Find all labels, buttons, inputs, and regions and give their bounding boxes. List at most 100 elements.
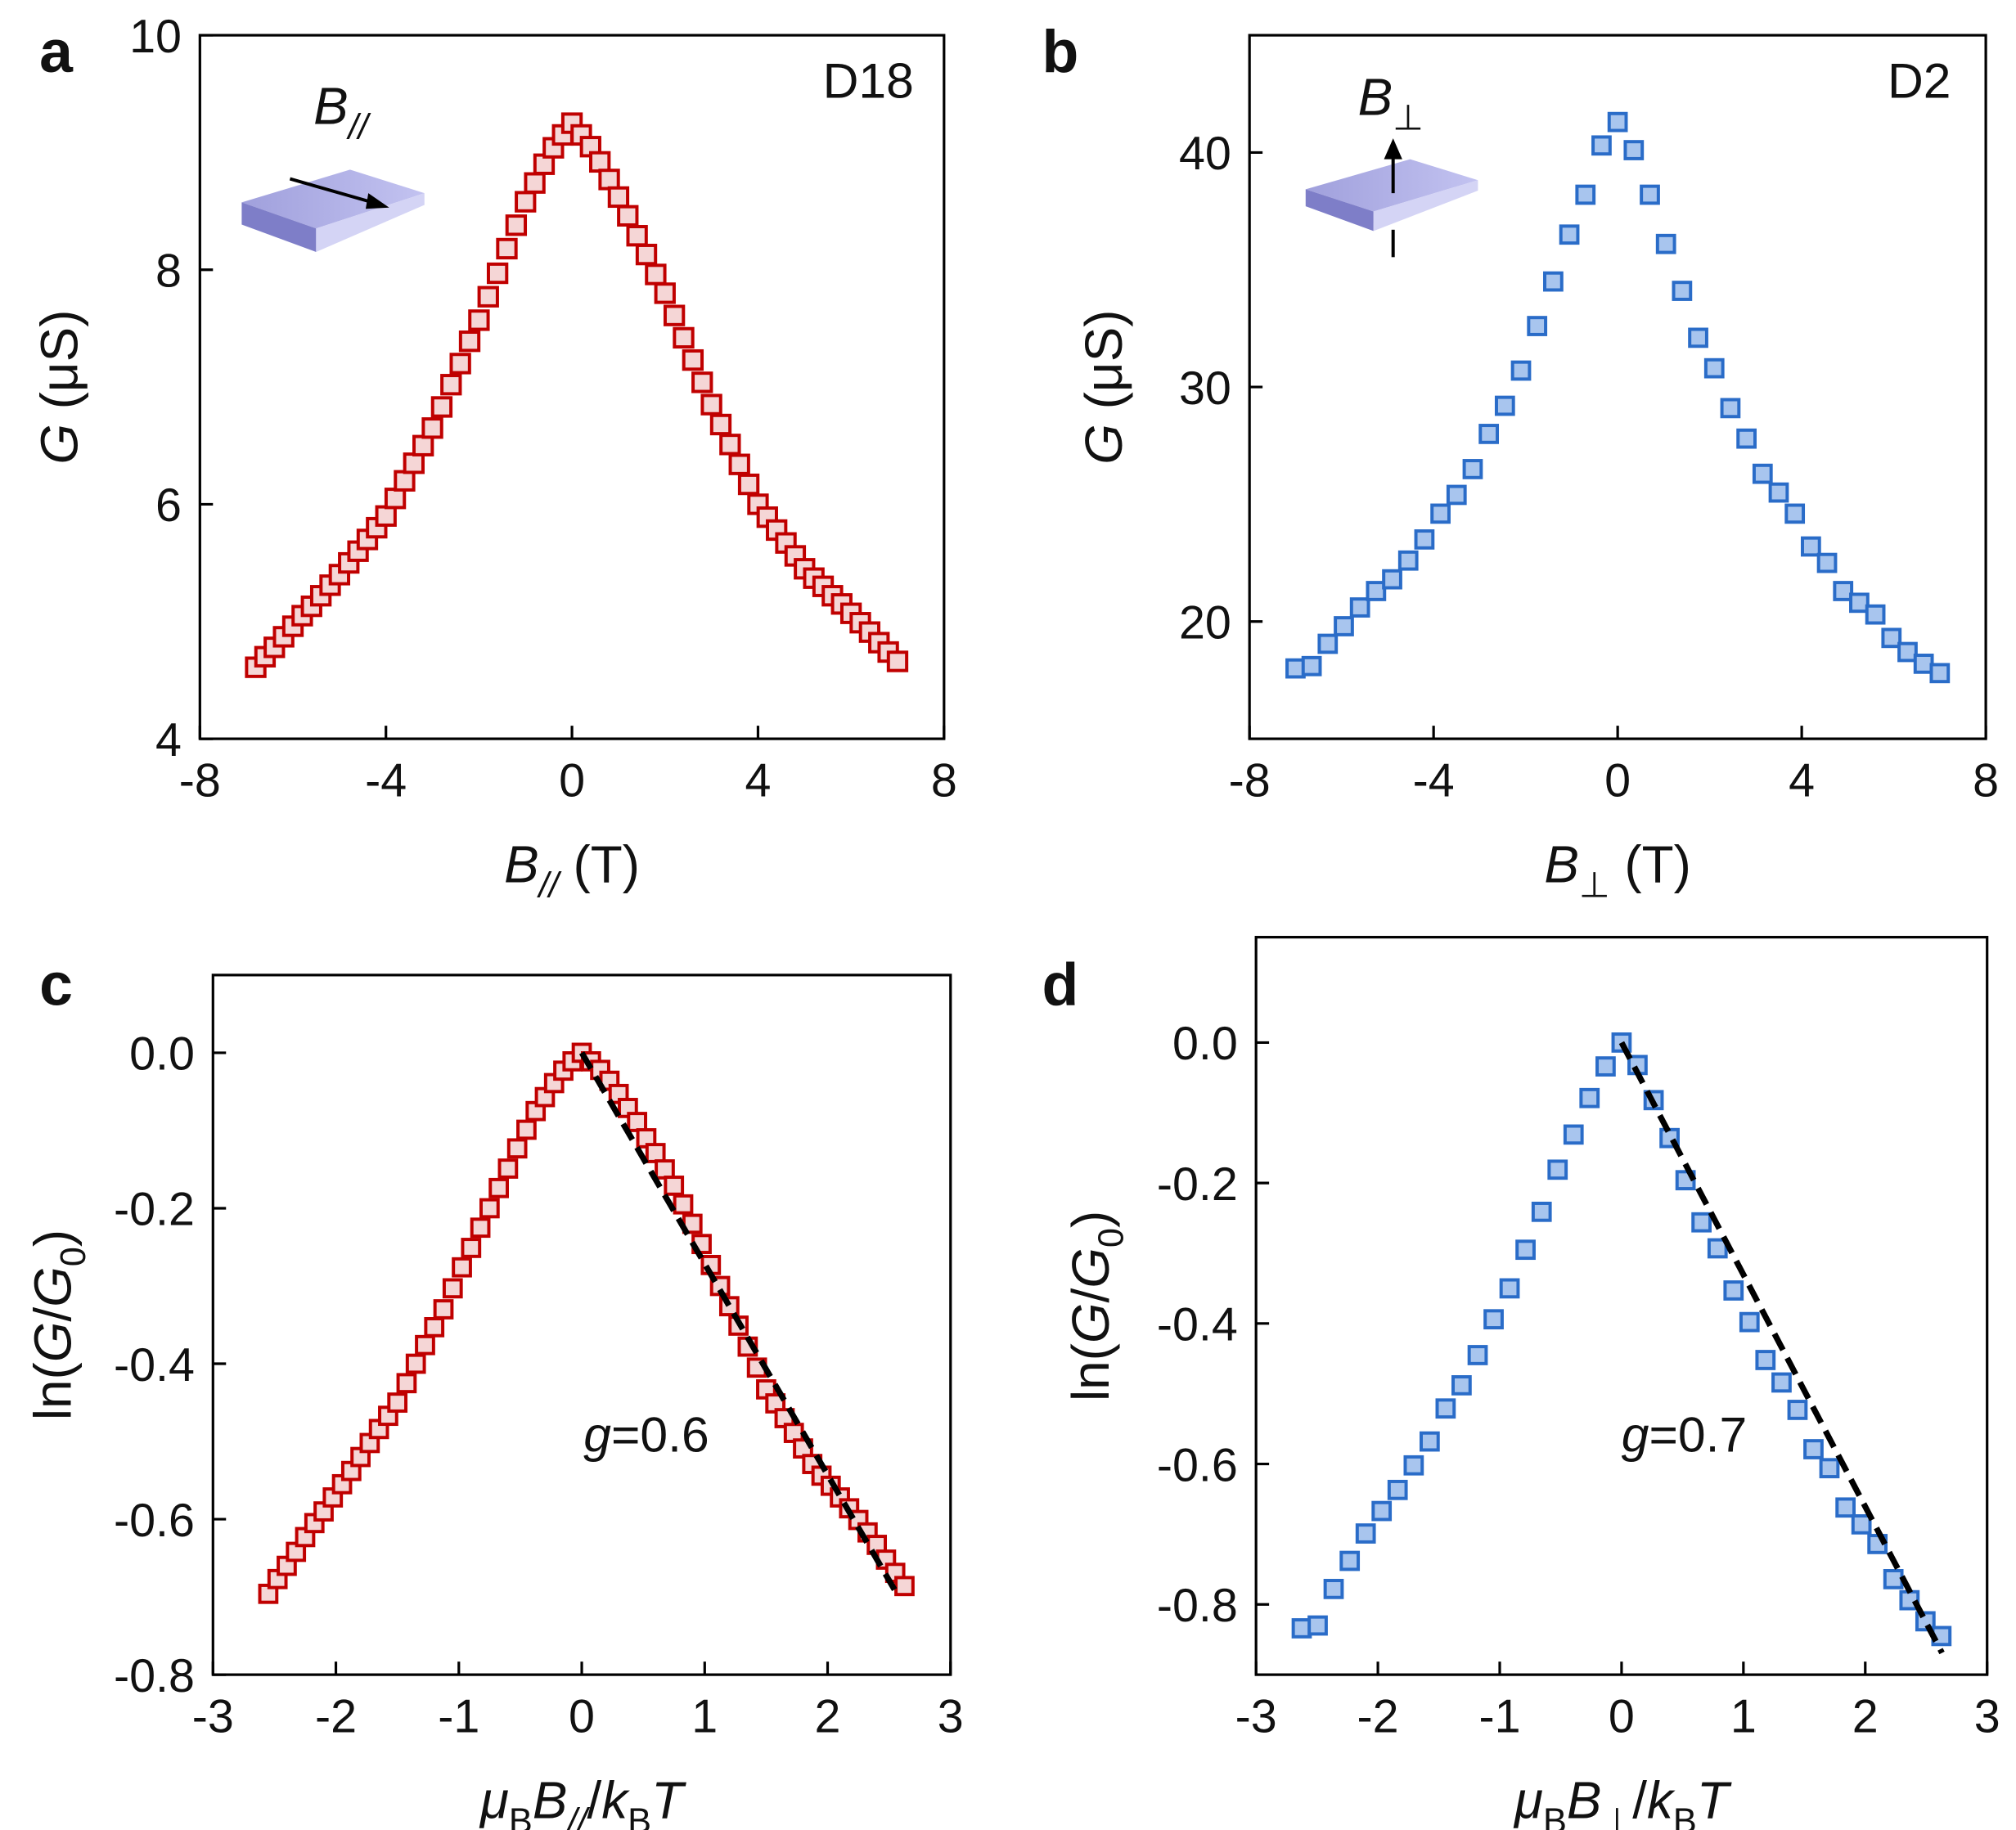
data-point xyxy=(1816,552,1838,573)
data-point xyxy=(1563,1124,1584,1145)
text-part: (μS) xyxy=(1074,309,1133,424)
data-point xyxy=(405,1353,426,1374)
text-part: // xyxy=(565,1802,590,1830)
data-point xyxy=(700,393,722,416)
annotation: g=0.6 xyxy=(583,1406,709,1462)
y-tick-label: 4 xyxy=(155,714,182,767)
text-part: B xyxy=(1673,1802,1697,1830)
y-tick-label: -0.4 xyxy=(114,1339,195,1392)
data-point xyxy=(1527,316,1548,336)
text-part: G xyxy=(1061,1248,1120,1288)
text-part: ln( xyxy=(1061,1343,1120,1401)
y-tick-label: -0.8 xyxy=(114,1650,195,1702)
x-tick-label: 0 xyxy=(1609,1690,1635,1742)
x-tick-label: 0 xyxy=(559,754,585,807)
data-point xyxy=(497,1158,519,1179)
text-part: g xyxy=(583,1406,611,1462)
data-point xyxy=(442,1278,463,1299)
data-point xyxy=(387,1392,408,1413)
data-point xyxy=(1736,428,1757,449)
data-point xyxy=(663,304,686,326)
text-part: // xyxy=(346,107,371,146)
text-part: =0.6 xyxy=(611,1406,709,1462)
data-point xyxy=(1881,627,1902,649)
data-point xyxy=(1285,658,1306,679)
text-part: G xyxy=(1074,424,1133,465)
fit-line xyxy=(1618,1041,1945,1655)
data-point xyxy=(403,452,425,474)
data-point xyxy=(1446,484,1467,506)
data-point xyxy=(1301,655,1322,677)
x-tick-label: 8 xyxy=(1973,754,1999,807)
data-point xyxy=(506,1138,528,1159)
data-point xyxy=(1451,1375,1472,1396)
x-tick-label: 4 xyxy=(745,754,771,807)
data-point xyxy=(488,1177,509,1198)
data-point xyxy=(645,263,667,286)
x-tick-label: -2 xyxy=(1357,1690,1399,1742)
x-tick-label: 0 xyxy=(1604,754,1631,807)
data-point xyxy=(458,330,481,353)
x-tick-label: 0 xyxy=(569,1690,595,1742)
data-point xyxy=(1800,536,1821,557)
data-point xyxy=(515,191,537,213)
x-tick-label: -8 xyxy=(1229,754,1271,807)
annotation: D18 xyxy=(823,53,914,109)
data-point xyxy=(1355,1523,1376,1544)
y-tick-label: 0.0 xyxy=(1172,1018,1238,1070)
data-point xyxy=(607,186,630,209)
text-part: / xyxy=(587,1771,602,1830)
text-part: ⊥ xyxy=(1393,98,1424,137)
data-point xyxy=(1483,1309,1504,1330)
data-point xyxy=(1851,1514,1872,1535)
x-axis-label: B// (T) xyxy=(504,835,640,906)
data-point xyxy=(1752,463,1773,484)
data-point xyxy=(470,1217,491,1239)
data-point xyxy=(440,374,462,396)
data-point xyxy=(1723,1280,1744,1301)
data-point xyxy=(1739,1311,1760,1333)
data-point xyxy=(1784,503,1806,524)
text-part: ⊥ xyxy=(1601,1802,1632,1830)
x-tick-label: 2 xyxy=(1852,1690,1879,1742)
data-point xyxy=(1414,529,1435,550)
text-part: g xyxy=(1622,1406,1649,1462)
data-point xyxy=(1623,140,1645,160)
text-part: B xyxy=(1358,67,1393,126)
data-point xyxy=(1771,1372,1792,1393)
text-part: / xyxy=(23,1307,82,1322)
data-point xyxy=(1595,1056,1616,1077)
x-axis-label: μBB⊥/kBT xyxy=(1513,1771,1732,1830)
y-axis-label: G (μS) xyxy=(29,309,88,464)
text-part: k xyxy=(1647,1771,1676,1830)
data-point xyxy=(1672,281,1693,301)
text-part: T xyxy=(651,1771,686,1830)
data-point xyxy=(682,348,704,371)
x-tick-label: -2 xyxy=(315,1690,357,1742)
data-point xyxy=(1768,482,1789,503)
text-part: B xyxy=(533,1771,568,1830)
x-tick-label: 8 xyxy=(931,754,957,807)
x-tick-label: 1 xyxy=(1730,1690,1757,1742)
inset-b xyxy=(1305,138,1478,258)
data-point xyxy=(1462,459,1483,479)
text-part: ) xyxy=(23,1230,82,1247)
y-tick-label: 30 xyxy=(1179,362,1231,415)
data-point xyxy=(449,353,471,375)
x-tick-label: -3 xyxy=(192,1690,234,1742)
data-point xyxy=(645,1143,666,1163)
data-point xyxy=(1707,1238,1728,1259)
data-point xyxy=(1371,1500,1393,1522)
data-point xyxy=(737,473,760,496)
inset-a xyxy=(241,169,425,252)
data-point xyxy=(1913,653,1934,674)
text-part: ⊥ xyxy=(1579,866,1610,905)
data-point xyxy=(673,326,695,349)
data-point xyxy=(1755,1350,1776,1370)
data-point xyxy=(430,396,453,418)
data-point xyxy=(1703,357,1725,379)
data-point xyxy=(1494,395,1515,416)
text-part: B xyxy=(504,835,539,894)
x-tick-label: -4 xyxy=(1413,754,1455,807)
